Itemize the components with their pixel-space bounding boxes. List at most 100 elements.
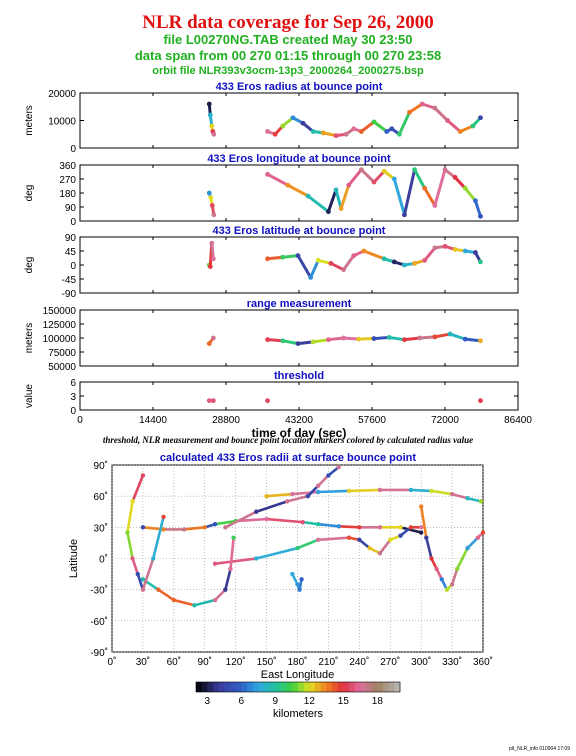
map-point: [336, 464, 341, 470]
panel-title-5: threshold: [274, 370, 324, 382]
colorbar-swatch: [349, 682, 356, 692]
footer-stamp: plt_NLR_info 010904 17:09: [509, 746, 570, 752]
y-axis-label: meters: [24, 105, 35, 136]
map-track-segment: [466, 496, 483, 503]
data-track: [334, 188, 343, 211]
map-point: [161, 514, 166, 520]
y-tick-label: 6: [70, 378, 76, 389]
data-track: [266, 172, 290, 187]
map-track-segment: [378, 538, 392, 555]
colorbar-swatch: [343, 682, 350, 692]
map-track-segment: [213, 588, 227, 602]
y-tick-label: 360: [59, 161, 76, 172]
colorbar-swatch: [388, 682, 395, 692]
panel-frame-5: [79, 381, 519, 411]
map-x-tick-label: 120˚: [226, 656, 246, 668]
colorbar-label: kilometers: [273, 708, 324, 720]
colorbar-swatch: [196, 682, 203, 692]
y-tick-label: 125000: [43, 320, 77, 331]
data-track: [286, 183, 310, 198]
colorbar: [196, 682, 401, 692]
data-track: [402, 168, 417, 217]
data-track: [372, 169, 386, 184]
y-tick-label: 90: [65, 233, 77, 244]
orbit-file-info: orbit file NLR393v3ocm-13p3_2000264_2000…: [152, 65, 424, 77]
map-x-tick-label: 240˚: [349, 656, 369, 668]
map-x-tick-label: 210˚: [318, 656, 338, 668]
data-track: [309, 258, 320, 279]
data-track: [446, 119, 462, 133]
data-point: [265, 398, 270, 404]
x-axis-label: time of day (sec): [252, 426, 347, 440]
data-point: [478, 115, 483, 121]
map-track-segment: [131, 474, 145, 503]
data-track: [296, 340, 315, 346]
data-track: [281, 339, 300, 346]
x-tick-label: 57600: [358, 415, 386, 426]
map-y-tick-label: 0˚: [99, 554, 108, 566]
map-track-segment: [316, 489, 351, 494]
data-series-1: [206, 101, 483, 139]
data-track: [326, 188, 338, 214]
x-tick-label: 72000: [431, 415, 459, 426]
map-track-segment: [399, 526, 423, 534]
colorbar-swatch: [258, 682, 265, 692]
map-track-segment: [224, 510, 258, 529]
map-track-segment: [450, 492, 469, 500]
map-x-tick-label: 270˚: [380, 656, 400, 668]
colorbar-swatch: [213, 682, 220, 692]
colorbar-tick-label: 12: [304, 696, 316, 707]
map-track-segment: [316, 474, 330, 488]
map-track-segment: [285, 494, 310, 503]
colorbar-tick-label: 3: [205, 696, 211, 707]
colorbar-swatch: [360, 682, 367, 692]
map-track-segment: [131, 557, 140, 576]
y-axis-label: deg: [24, 257, 35, 274]
data-track: [296, 254, 313, 279]
map-track-segment: [358, 538, 371, 550]
map-track-segment: [450, 567, 459, 586]
map-track-segment: [399, 526, 413, 537]
panel-title-2: 433 Eros longitude at bounce point: [207, 153, 391, 165]
y-tick-label: 100000: [43, 334, 77, 345]
map-y-axis-label: Latitude: [68, 539, 80, 578]
chart-title: NLR data coverage for Sep 26, 2000: [142, 12, 434, 33]
colorbar-swatch: [371, 682, 378, 692]
data-track: [342, 254, 356, 272]
map-track-segment: [224, 567, 232, 591]
data-track: [433, 332, 452, 339]
map-track-segment: [291, 490, 320, 496]
data-track: [453, 175, 467, 190]
data-point: [210, 335, 216, 341]
map-track-segment: [229, 536, 235, 571]
map-track-segment: [347, 488, 382, 493]
data-track: [339, 183, 351, 211]
colorbar-swatch: [247, 682, 254, 692]
colorbar-swatch: [286, 682, 293, 692]
data-track: [306, 194, 330, 214]
data-point: [210, 256, 216, 262]
colorbar-swatch: [201, 682, 208, 692]
map-y-tick-label: -60˚: [90, 616, 108, 628]
file-info: file L00270NG.TAB created May 30 23:50: [163, 32, 413, 47]
colorbar-swatch: [292, 682, 299, 692]
map-track-segment: [301, 520, 320, 526]
y-axis-label: deg: [24, 185, 35, 202]
map-x-axis-label: East Longitude: [261, 669, 334, 681]
map-x-tick-label: 60˚: [167, 656, 181, 668]
y-tick-label: 270: [59, 175, 76, 186]
data-track: [266, 255, 285, 261]
map-point: [231, 535, 236, 540]
map-point: [299, 577, 304, 582]
data-point: [210, 398, 216, 404]
y-tick-label: 45: [65, 247, 77, 258]
colorbar-tick-label: 6: [239, 696, 245, 707]
data-span-info: data span from 00 270 01:15 through 00 2…: [134, 48, 442, 63]
data-track: [473, 199, 482, 218]
panel-title-3: 433 Eros latitude at bounce point: [213, 225, 386, 237]
map-x-tick-label: 0˚: [108, 656, 117, 668]
map-track-segment: [157, 588, 176, 602]
map-point: [480, 530, 486, 535]
x-tick-label: 0: [77, 415, 83, 426]
